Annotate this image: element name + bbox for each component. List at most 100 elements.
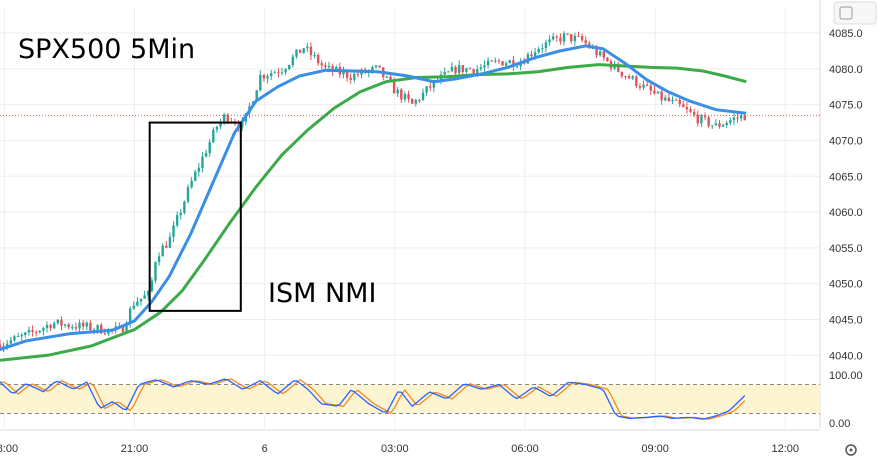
candle bbox=[476, 69, 479, 74]
candle bbox=[606, 57, 609, 61]
candle bbox=[718, 123, 721, 127]
candle bbox=[410, 98, 414, 104]
candle bbox=[320, 63, 323, 66]
candle bbox=[396, 89, 399, 94]
candle bbox=[13, 336, 16, 341]
candle bbox=[342, 71, 345, 75]
candle bbox=[512, 60, 515, 67]
candle bbox=[530, 54, 533, 57]
candle bbox=[729, 120, 732, 123]
candle bbox=[78, 322, 81, 329]
candle bbox=[490, 60, 493, 62]
candle bbox=[71, 327, 74, 329]
candle bbox=[288, 65, 291, 70]
candle bbox=[165, 245, 168, 248]
candle bbox=[620, 71, 624, 77]
candle bbox=[273, 72, 276, 74]
candle bbox=[67, 324, 70, 328]
candle bbox=[627, 76, 631, 79]
candle bbox=[385, 76, 389, 78]
candle bbox=[49, 324, 52, 329]
candle bbox=[284, 69, 287, 73]
candle bbox=[551, 36, 555, 40]
candle bbox=[295, 49, 298, 57]
candle bbox=[16, 336, 20, 338]
candle bbox=[215, 126, 219, 130]
candle bbox=[678, 99, 681, 105]
candle bbox=[519, 62, 522, 67]
candle bbox=[533, 52, 537, 57]
candle bbox=[24, 332, 27, 336]
oscillator-tick-label: 0.00 bbox=[829, 418, 850, 430]
candle bbox=[418, 99, 421, 101]
candle bbox=[27, 330, 31, 333]
candle bbox=[259, 74, 262, 91]
candle bbox=[74, 327, 78, 329]
candle bbox=[139, 298, 143, 302]
candle bbox=[125, 324, 128, 332]
candle bbox=[103, 333, 107, 335]
time-tick-label: 03:00 bbox=[381, 443, 409, 455]
candle bbox=[302, 48, 305, 53]
candle bbox=[0, 344, 2, 350]
candle bbox=[577, 35, 580, 37]
candle bbox=[31, 330, 34, 332]
candle bbox=[486, 60, 490, 66]
price-tick-label: 4070.0 bbox=[829, 135, 863, 147]
settings-gear-icon[interactable] bbox=[845, 444, 857, 456]
candle bbox=[172, 225, 175, 237]
candle bbox=[454, 66, 457, 74]
candle bbox=[656, 91, 660, 94]
ism-nmi-annotation: ISM NMI bbox=[268, 278, 376, 309]
candle bbox=[183, 201, 186, 213]
candle bbox=[371, 67, 374, 71]
candle bbox=[42, 328, 45, 331]
candle bbox=[81, 322, 85, 327]
news-box bbox=[148, 121, 242, 312]
candle bbox=[226, 114, 229, 122]
candle bbox=[269, 73, 273, 77]
candle bbox=[255, 90, 258, 102]
time-axis: 18:00 21:00 6 03:00 06:00 09:00 12:00 bbox=[0, 443, 799, 455]
price-tick-label: 4045.0 bbox=[829, 314, 863, 326]
candle bbox=[96, 324, 99, 330]
candle bbox=[689, 109, 692, 112]
candle bbox=[595, 47, 598, 56]
candle bbox=[682, 104, 685, 108]
candle bbox=[345, 71, 349, 78]
candle bbox=[266, 76, 269, 79]
candle bbox=[63, 324, 67, 326]
candle bbox=[280, 72, 284, 74]
candle bbox=[121, 326, 125, 332]
candle bbox=[667, 97, 671, 102]
chart-title: SPX500 5Min bbox=[18, 34, 195, 65]
top-right-widget[interactable] bbox=[833, 1, 877, 25]
candle bbox=[353, 73, 356, 80]
candle bbox=[150, 280, 154, 292]
candle bbox=[504, 63, 508, 66]
price-tick-label: 4085.0 bbox=[829, 28, 863, 40]
candle bbox=[374, 65, 378, 68]
candle bbox=[696, 114, 699, 124]
candle bbox=[132, 305, 135, 309]
candle bbox=[584, 40, 587, 44]
candle bbox=[168, 236, 172, 248]
time-tick-label: 6 bbox=[262, 443, 268, 455]
candle bbox=[653, 90, 656, 94]
price-tick-label: 4055.0 bbox=[829, 243, 863, 255]
candle bbox=[664, 97, 667, 101]
candle bbox=[743, 115, 746, 121]
candle bbox=[392, 80, 396, 94]
time-tick-label: 06:00 bbox=[511, 443, 539, 455]
oscillator-pane: 100.00 0.00 bbox=[0, 370, 863, 430]
candle bbox=[703, 115, 707, 118]
candle bbox=[638, 86, 642, 88]
candle bbox=[508, 60, 511, 64]
candle bbox=[429, 86, 432, 88]
candle bbox=[277, 72, 280, 74]
candle bbox=[602, 51, 605, 58]
candle bbox=[635, 76, 638, 87]
candle bbox=[45, 324, 49, 329]
candle bbox=[201, 156, 204, 168]
